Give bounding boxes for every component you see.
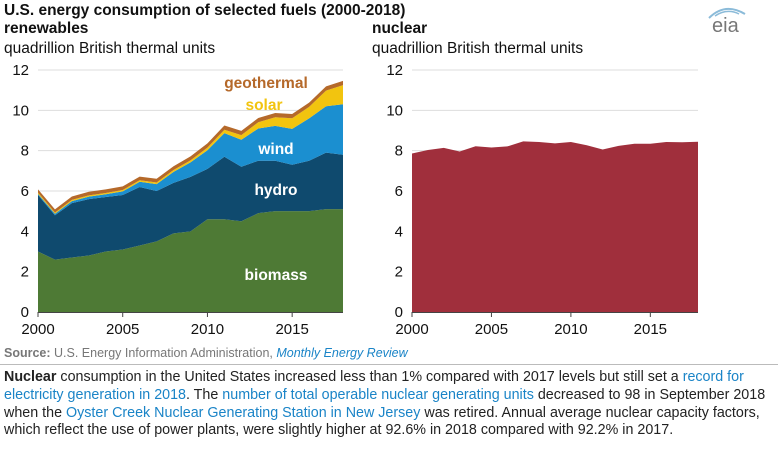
geothermal-area [38, 80, 343, 213]
caption: Nuclear consumption in the United States… [4, 369, 774, 440]
caption-text: . The [186, 386, 223, 403]
biomass-area [38, 209, 343, 312]
y-tick-label: 10 [386, 102, 403, 119]
figure-title: U.S. energy consumption of selected fuel… [4, 2, 406, 19]
y-tick-label: 2 [395, 264, 403, 281]
y-tick-label: 10 [12, 102, 29, 119]
source-label: Source: [4, 346, 51, 360]
wind-series-label: wind [257, 141, 293, 158]
hydro-series-label: hydro [254, 182, 297, 199]
nuclear-unit-label: quadrillion British thermal units [372, 40, 584, 57]
divider [0, 364, 778, 365]
y-tick-label: 12 [12, 62, 29, 79]
nuclear-panel-title: nuclear [372, 20, 428, 37]
caption-bold-nuclear: Nuclear [4, 369, 57, 385]
eia-logo-text: eia [712, 15, 740, 36]
y-tick-label: 0 [395, 304, 403, 321]
x-tick-label: 2000 [21, 321, 54, 338]
record-link[interactable]: record for electricity generation in 201… [4, 369, 744, 403]
x-tick-label: 2015 [275, 321, 308, 338]
y-tick-label: 8 [395, 143, 403, 160]
biomass-series-label: biomass [245, 267, 308, 284]
eia-logo-icon: eia [708, 7, 746, 36]
x-tick-label: 2000 [395, 321, 428, 338]
source-note: Source: U.S. Energy Information Administ… [4, 346, 408, 360]
y-tick-label: 4 [21, 223, 29, 240]
nuclear-chart: 0 2 4 6 8 10 12 2000 2005 2010 2015 [386, 62, 698, 338]
x-tick-label: 2010 [554, 321, 587, 338]
generating-units-link[interactable]: number of total operable nuclear generat… [222, 386, 534, 403]
caption-text: was retired. Annual average nuclear capa… [4, 404, 760, 439]
y-tick-label: 6 [395, 183, 403, 200]
renewables-unit-label: quadrillion British thermal units [4, 40, 216, 57]
renewables-chart: 0 2 4 6 8 10 12 2000 2005 2010 2015 biomass hydro win… [12, 62, 343, 338]
caption-text: decreased to 98 in September 2018 when t… [4, 386, 766, 421]
source-text: U.S. Energy Information Administration, [50, 346, 277, 360]
x-tick-label: 2010 [191, 321, 224, 338]
y-tick-label: 4 [395, 223, 403, 240]
y-tick-label: 12 [386, 62, 403, 79]
y-tick-label: 2 [21, 264, 29, 281]
y-tick-label: 8 [21, 143, 29, 160]
renewables-panel-title: renewables [4, 20, 89, 37]
source-link[interactable]: Monthly Energy Review [276, 346, 408, 360]
x-tick-label: 2015 [634, 321, 667, 338]
x-tick-label: 2005 [475, 321, 508, 338]
x-tick-label: 2005 [106, 321, 139, 338]
geothermal-series-label: geothermal [224, 75, 308, 92]
caption-text: consumption in the United States increas… [56, 369, 683, 385]
wind-area [38, 104, 343, 216]
y-tick-label: 0 [21, 304, 29, 321]
oyster-creek-link[interactable]: Oyster Creek Nuclear Generating Station … [66, 404, 421, 421]
y-tick-label: 6 [21, 183, 29, 200]
nuclear-area [412, 141, 698, 312]
hydro-area [38, 152, 343, 260]
solar-series-label: solar [245, 97, 282, 114]
